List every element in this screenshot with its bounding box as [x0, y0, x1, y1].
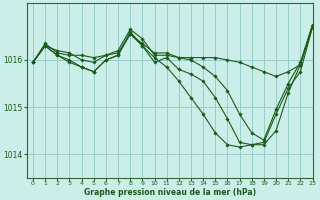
- X-axis label: Graphe pression niveau de la mer (hPa): Graphe pression niveau de la mer (hPa): [84, 188, 256, 197]
